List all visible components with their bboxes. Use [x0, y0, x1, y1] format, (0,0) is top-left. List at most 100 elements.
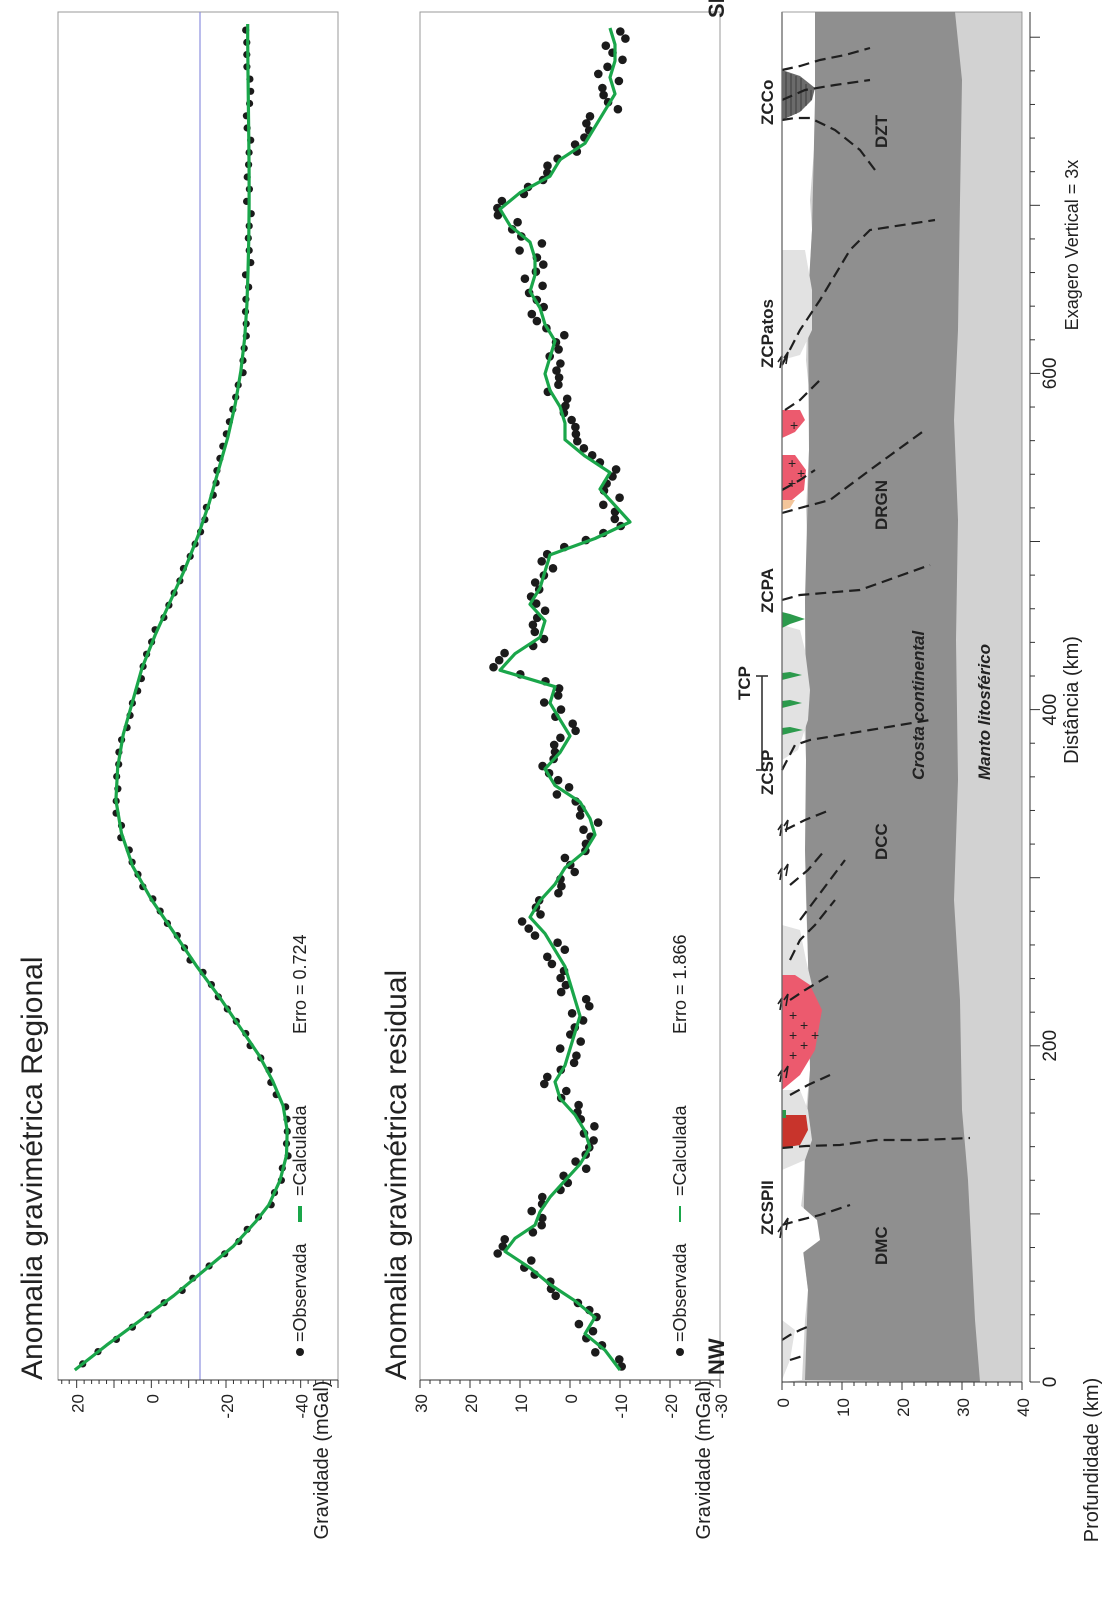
- svg-text:+: +: [800, 1037, 808, 1053]
- light-body-tcp: [782, 625, 810, 760]
- y-tick-label: -20: [218, 1394, 237, 1419]
- fault-nw-2: [789, 1353, 807, 1362]
- distance-ticks: 0 200 400 600: [1030, 36, 1061, 1387]
- observed-point: [611, 465, 621, 474]
- observed-point: [515, 246, 524, 255]
- svg-text:+: +: [797, 465, 805, 481]
- geologic-section: +++ +++ +++ + ZCSPII ZCSP TCP ZCPA ZCPat…: [704, 0, 1103, 1542]
- observed-point: [561, 980, 571, 990]
- observed-point: [585, 112, 595, 121]
- observed-point: [543, 952, 552, 962]
- regional-y-label: Gravidade (mGal): [311, 1381, 333, 1540]
- fault-dcc-3: [789, 899, 836, 961]
- observed-point: [498, 1242, 508, 1251]
- observed-point: [547, 959, 557, 969]
- observed-point: [560, 853, 570, 863]
- calculated-line: [498, 27, 632, 1371]
- y-tick-label: -10: [612, 1394, 631, 1419]
- fault-zcpatos: [781, 218, 936, 366]
- observed-point: [616, 27, 625, 36]
- observed-point: [598, 83, 607, 93]
- observed-point: [615, 493, 624, 503]
- orange-body-drgn: [782, 500, 795, 510]
- observed-point: [603, 62, 612, 72]
- granite-body-drgn-2: [782, 410, 805, 438]
- residual-title: Anomalia gravimétrica residual: [380, 970, 413, 1380]
- observed-point: [556, 987, 566, 997]
- granite-body-drgn-1: [782, 455, 806, 503]
- residual-legend-observed-marker: [676, 1348, 684, 1356]
- observed-point: [571, 429, 581, 439]
- fault-dcc-5: [789, 849, 826, 886]
- observed-point: [585, 1001, 594, 1011]
- observed-point: [497, 196, 507, 206]
- fault-zcco-1: [781, 78, 871, 102]
- observed-point: [554, 380, 563, 390]
- label-dcc: DCC: [872, 823, 891, 860]
- observed-point: [539, 698, 549, 707]
- observed-point: [567, 415, 576, 425]
- observed-point: [537, 239, 547, 248]
- observed-point: [593, 818, 603, 827]
- observed-point: [530, 627, 540, 637]
- light-body-zcpatos: [782, 250, 812, 360]
- observed-point: [594, 69, 603, 79]
- observed-point: [524, 924, 533, 933]
- svg-text:+: +: [790, 417, 798, 433]
- observed-point: [543, 1072, 552, 1082]
- y-tick-label: -40: [293, 1394, 312, 1419]
- observed-point: [493, 1249, 503, 1258]
- label-mantle: Manto litosférico: [975, 644, 994, 780]
- observed-point: [560, 945, 570, 954]
- observed-point: [610, 514, 620, 524]
- granite-crosses: +++ +++ +++ +: [788, 417, 819, 1063]
- observed-point: [553, 775, 563, 785]
- observed-point: [537, 1220, 546, 1230]
- svg-text:+: +: [788, 475, 796, 491]
- fault-drgn-2: [781, 469, 816, 491]
- calculated-line: [73, 24, 289, 1372]
- observed-point: [588, 1326, 598, 1336]
- label-tcp: TCP: [735, 666, 754, 700]
- observed-point: [554, 888, 563, 898]
- observed-point: [530, 578, 540, 587]
- light-body-dmc: [782, 1200, 820, 1255]
- svg-text:+: +: [789, 1007, 797, 1023]
- observed-point: [517, 917, 527, 926]
- fault-zcspii: [781, 1136, 971, 1150]
- y-tick-label: -20: [662, 1394, 681, 1419]
- label-zcsp: ZCSP: [758, 750, 777, 795]
- fault-zcco-2: [781, 116, 876, 171]
- observed-point: [493, 210, 503, 220]
- observed-point: [530, 931, 540, 940]
- observed-point: [573, 436, 582, 446]
- label-dzt: DZT: [872, 114, 891, 148]
- observed-point: [531, 599, 541, 608]
- granite-body-dcc: [782, 975, 822, 1090]
- residual-error: Erro = 1.866: [670, 934, 690, 1034]
- depth-tick-label: 0: [774, 1398, 793, 1407]
- observed-point: [554, 373, 564, 382]
- observed-point: [556, 973, 565, 983]
- red-body-zcspii: [782, 1115, 808, 1148]
- observed-point: [591, 1348, 600, 1357]
- fault-drgn-3: [784, 379, 821, 411]
- observed-point: [553, 938, 562, 947]
- svg-text:+: +: [788, 455, 796, 471]
- fault-dcc-6: [784, 808, 831, 831]
- regional-error: Erro = 0.724: [290, 934, 310, 1034]
- label-zcco: ZCCo: [758, 80, 777, 125]
- observed-point: [536, 910, 545, 919]
- fault-dmc: [781, 1203, 851, 1227]
- green-spike-4: [782, 612, 805, 628]
- svg-text:+: +: [789, 1027, 797, 1043]
- y-tick-label: 30: [412, 1394, 431, 1413]
- observed-point: [527, 1256, 536, 1265]
- exaggeration-label: Exagero Vertical = 3x: [1062, 160, 1082, 331]
- depth-axis-label: Profundidade (km): [1081, 1378, 1103, 1543]
- observed-point: [582, 119, 591, 128]
- observed-point: [552, 366, 561, 375]
- observed-point: [532, 316, 542, 326]
- observed-point: [489, 662, 498, 672]
